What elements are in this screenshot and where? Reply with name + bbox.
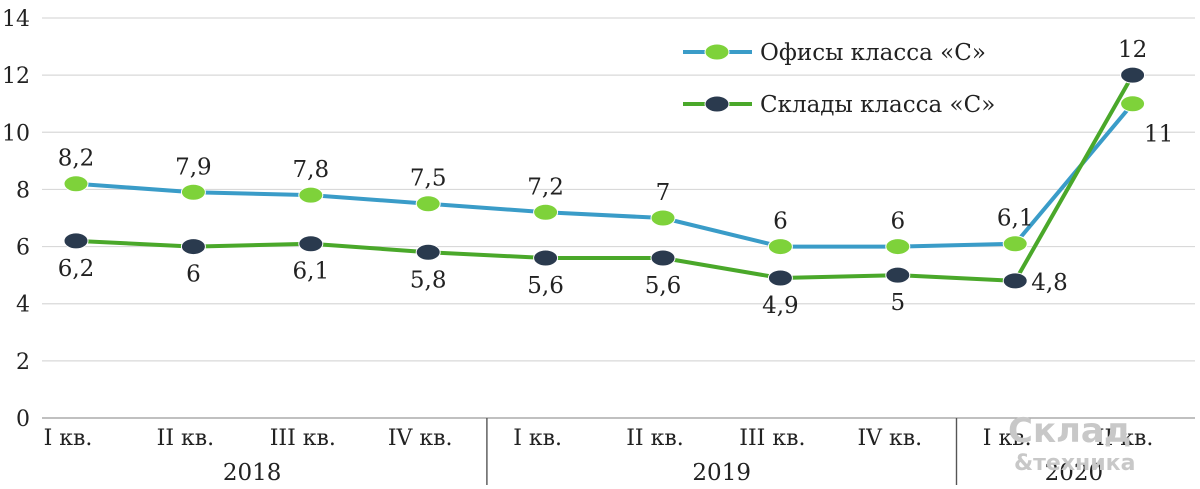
y-tick-label: 2 xyxy=(16,350,30,375)
series-0-point xyxy=(885,238,911,256)
series-1-point xyxy=(767,269,793,287)
series-0-point xyxy=(298,186,324,204)
y-tick-label: 10 xyxy=(2,121,30,146)
x-tick-label: I кв. xyxy=(513,426,562,451)
watermark-logo: Склад &техника xyxy=(1008,411,1135,476)
legend-entry: Склады класса «С» xyxy=(760,92,995,118)
data-label: 5,6 xyxy=(527,273,564,299)
data-labels: 8,2 7,9 7,8 7,5 7,2 7 6 6 6,1 11 6,2 6 6,1 5,8 5,6 5,6 4… xyxy=(58,37,1174,319)
y-tick-label: 8 xyxy=(16,178,30,203)
watermark-line2: &техника xyxy=(1014,451,1135,476)
data-label: 6,1 xyxy=(997,206,1034,232)
x-group-label: 2019 xyxy=(692,460,751,486)
series-0-point xyxy=(650,209,676,227)
y-tick-label: 0 xyxy=(16,407,30,432)
x-tick-label: II кв. xyxy=(157,426,215,451)
series-1-point xyxy=(415,243,441,261)
x-tick-label: III кв. xyxy=(739,426,805,451)
y-tick-label: 4 xyxy=(16,293,30,318)
data-label: 6,2 xyxy=(58,256,95,282)
x-axis: I кв. II кв. III кв. IV кв. I кв. II кв. III к… xyxy=(44,418,1154,486)
x-tick-label: I кв. xyxy=(983,426,1032,451)
legend-entry: Офисы класса «С» xyxy=(760,40,986,66)
data-label: 7,5 xyxy=(410,166,447,192)
x-tick-label: I кв. xyxy=(44,426,93,451)
series-line-0 xyxy=(75,102,1135,249)
x-group-label: 2020 xyxy=(1045,460,1104,486)
legend-marker-1 xyxy=(704,95,730,113)
series-1-point xyxy=(533,249,559,267)
data-label: 4,8 xyxy=(1031,270,1068,296)
series-lines xyxy=(75,74,1135,283)
series-0-point xyxy=(415,195,441,213)
y-tick-label: 14 xyxy=(2,7,30,32)
data-label: 6 xyxy=(890,209,905,235)
series-0-point xyxy=(1002,235,1028,253)
y-tick-label: 12 xyxy=(2,64,30,89)
data-label: 6 xyxy=(773,209,788,235)
series-0-point xyxy=(63,175,89,193)
x-tick-label: II кв. xyxy=(1096,426,1154,451)
data-label: 6,1 xyxy=(293,259,330,285)
data-label: 7,2 xyxy=(527,174,564,200)
data-label: 7 xyxy=(656,180,671,206)
series-0-point xyxy=(180,183,206,201)
series-markers xyxy=(63,66,1146,290)
series-1-point xyxy=(298,235,324,253)
data-label: 5,8 xyxy=(410,267,447,293)
series-1-point xyxy=(885,266,911,284)
y-axis: 0 2 4 6 8 10 12 14 xyxy=(2,7,30,432)
series-0-point xyxy=(533,203,559,221)
legend-marker-0 xyxy=(704,43,730,61)
legend: Офисы класса «С» Склады класса «С» xyxy=(683,40,995,118)
data-label: 7,8 xyxy=(293,157,330,183)
data-label: 4,9 xyxy=(762,293,799,319)
series-1-point xyxy=(63,232,89,250)
series-1-point xyxy=(180,238,206,256)
data-label: 11 xyxy=(1144,122,1173,148)
x-tick-label: IV кв. xyxy=(388,426,453,451)
series-0-point xyxy=(1120,95,1146,113)
data-label: 7,9 xyxy=(175,154,212,180)
series-1-point xyxy=(1120,66,1146,84)
x-tick-label: III кв. xyxy=(270,426,336,451)
series-1-point xyxy=(1002,272,1028,290)
data-label: 6 xyxy=(186,262,201,288)
watermark-line1: Склад xyxy=(1008,411,1131,451)
series-1-point xyxy=(650,249,676,267)
data-label: 5,6 xyxy=(645,273,682,299)
x-tick-label: II кв. xyxy=(626,426,684,451)
data-label: 12 xyxy=(1118,37,1147,63)
y-tick-label: 6 xyxy=(16,236,30,261)
data-label: 8,2 xyxy=(58,146,95,172)
x-tick-label: IV кв. xyxy=(857,426,922,451)
x-group-label: 2018 xyxy=(223,460,282,486)
data-label: 5 xyxy=(890,290,905,316)
series-line-1 xyxy=(75,74,1135,283)
series-0-point xyxy=(767,238,793,256)
